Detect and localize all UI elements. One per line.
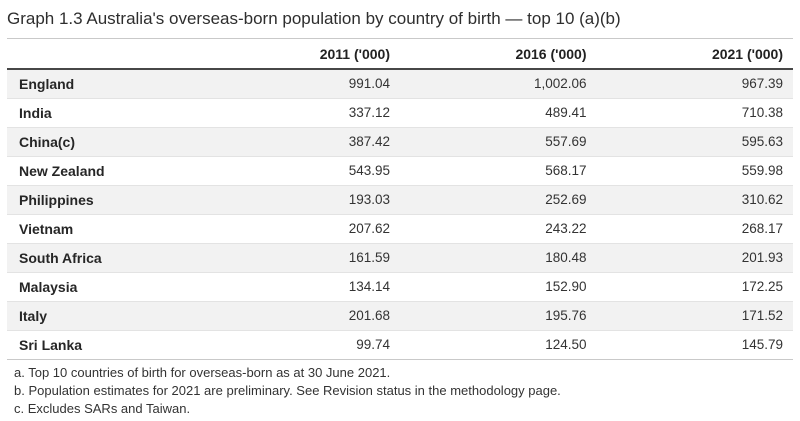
country-cell: Sri Lanka <box>7 330 204 360</box>
country-cell: Vietnam <box>7 214 204 244</box>
value-cell-2016: 557.69 <box>400 127 597 157</box>
table-body: England 991.04 1,002.06 967.39 India 337… <box>7 69 793 360</box>
value-cell-2011: 134.14 <box>203 272 400 302</box>
value-cell-2011: 387.42 <box>203 127 400 157</box>
country-cell: Philippines <box>7 185 204 215</box>
value-cell-2021: 710.38 <box>596 98 793 128</box>
table-row-vietnam: Vietnam 207.62 243.22 268.17 <box>7 214 793 244</box>
column-header-2011: 2011 ('000) <box>203 39 400 70</box>
value-cell-2021: 595.63 <box>596 127 793 157</box>
column-header-country <box>7 39 204 70</box>
column-header-2021: 2021 ('000) <box>596 39 793 70</box>
country-cell: England <box>7 69 204 99</box>
country-cell: Malaysia <box>7 272 204 302</box>
value-cell-2011: 543.95 <box>203 156 400 186</box>
value-cell-2016: 1,002.06 <box>400 69 597 99</box>
country-cell: India <box>7 98 204 128</box>
footnote-c: c. Excludes SARs and Taiwan. <box>14 400 191 416</box>
population-table: 2011 ('000) 2016 ('000) 2021 ('000) Engl… <box>7 39 793 360</box>
country-cell: Italy <box>7 301 204 331</box>
value-cell-2011: 207.62 <box>203 214 400 244</box>
title-row: Graph 1.3 Australia's overseas-born popu… <box>7 0 793 39</box>
value-cell-2016: 152.90 <box>400 272 597 302</box>
value-cell-2011: 991.04 <box>203 69 400 99</box>
value-cell-2021: 145.79 <box>596 330 793 360</box>
value-cell-2016: 489.41 <box>400 98 597 128</box>
footnote-b: b. Population estimates for 2021 are pre… <box>14 382 561 398</box>
country-cell: South Africa <box>7 243 204 273</box>
footnotes: a. Top 10 countries of birth for oversea… <box>7 360 793 418</box>
value-cell-2021: 171.52 <box>596 301 793 331</box>
value-cell-2011: 193.03 <box>203 185 400 215</box>
value-cell-2021: 268.17 <box>596 214 793 244</box>
table-header: 2011 ('000) 2016 ('000) 2021 ('000) <box>7 39 793 70</box>
value-cell-2011: 161.59 <box>203 243 400 273</box>
country-cell: China(c) <box>7 127 204 157</box>
value-cell-2021: 967.39 <box>596 69 793 99</box>
table-row-new-zealand: New Zealand 543.95 568.17 559.98 <box>7 156 793 186</box>
value-cell-2011: 337.12 <box>203 98 400 128</box>
value-cell-2016: 180.48 <box>400 243 597 273</box>
table-row-south-africa: South Africa 161.59 180.48 201.93 <box>7 243 793 273</box>
value-cell-2011: 99.74 <box>203 330 400 360</box>
value-cell-2011: 201.68 <box>203 301 400 331</box>
country-cell: New Zealand <box>7 156 204 186</box>
value-cell-2021: 310.62 <box>596 185 793 215</box>
column-header-2016: 2016 ('000) <box>400 39 597 70</box>
value-cell-2021: 559.98 <box>596 156 793 186</box>
value-cell-2016: 195.76 <box>400 301 597 331</box>
value-cell-2021: 201.93 <box>596 243 793 273</box>
table-row-philippines: Philippines 193.03 252.69 310.62 <box>7 185 793 215</box>
table-row-italy: Italy 201.68 195.76 171.52 <box>7 301 793 331</box>
value-cell-2016: 568.17 <box>400 156 597 186</box>
table-row-sri-lanka: Sri Lanka 99.74 124.50 145.79 <box>7 330 793 360</box>
value-cell-2016: 124.50 <box>400 330 597 360</box>
value-cell-2021: 172.25 <box>596 272 793 302</box>
table-row-england: England 991.04 1,002.06 967.39 <box>7 69 793 99</box>
page-title: Graph 1.3 Australia's overseas-born popu… <box>7 9 621 28</box>
table-row-malaysia: Malaysia 134.14 152.90 172.25 <box>7 272 793 302</box>
table-row-china: China(c) 387.42 557.69 595.63 <box>7 127 793 157</box>
value-cell-2016: 243.22 <box>400 214 597 244</box>
value-cell-2016: 252.69 <box>400 185 597 215</box>
table-row-india: India 337.12 489.41 710.38 <box>7 98 793 128</box>
header-row: 2011 ('000) 2016 ('000) 2021 ('000) <box>7 39 793 70</box>
footnote-a: a. Top 10 countries of birth for oversea… <box>14 364 391 380</box>
